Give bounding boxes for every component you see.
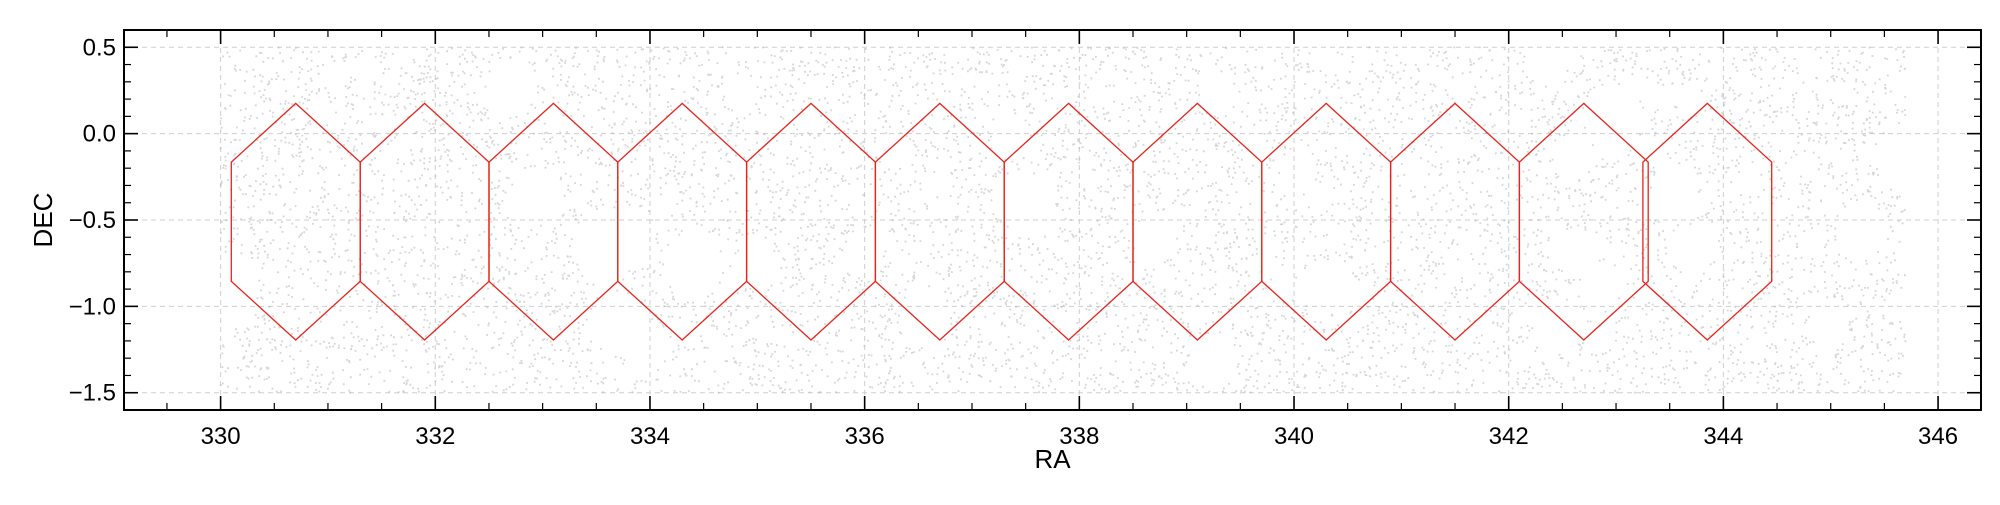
y-tick-label: −0.5: [69, 207, 116, 234]
y-tick-label: −1.5: [69, 380, 116, 407]
y-tick-label: 0.0: [83, 121, 116, 148]
x-tick-label: 346: [1918, 423, 1958, 450]
hexagon-footprint: [488, 102, 619, 341]
x-tick-label: 342: [1489, 423, 1529, 450]
hexagon-layer: [230, 102, 1773, 341]
x-tick-label: 330: [201, 423, 241, 450]
hexagon-footprint: [1132, 102, 1263, 341]
tick-layer: [124, 29, 1981, 411]
hexagon-footprint: [1642, 102, 1773, 341]
x-tick-label: 344: [1703, 423, 1743, 450]
x-tick-label: 336: [845, 423, 885, 450]
x-tick-label: 332: [415, 423, 455, 450]
y-axis-label: DEC: [28, 193, 58, 248]
y-tick-label: 0.5: [83, 34, 116, 61]
x-tick-label: 338: [1059, 423, 1099, 450]
grid-layer: [124, 30, 1981, 410]
hexagon-footprint: [1518, 102, 1649, 341]
x-tick-label: 340: [1274, 423, 1314, 450]
scatter-points: [219, 46, 1907, 394]
x-axis-label: RA: [1034, 444, 1071, 474]
hexagon-footprint: [1389, 102, 1521, 341]
hexagon-footprint: [230, 102, 361, 341]
y-tick-label: −1.0: [69, 293, 116, 320]
x-tick-label: 334: [630, 423, 670, 450]
tick-label-layer: 330 332 334 336 338 340 342 344 346 0.5 0.0 −0.5 −1.…: [69, 34, 1958, 450]
background-points: [219, 46, 1907, 394]
hexagon-footprint: [1261, 102, 1392, 341]
